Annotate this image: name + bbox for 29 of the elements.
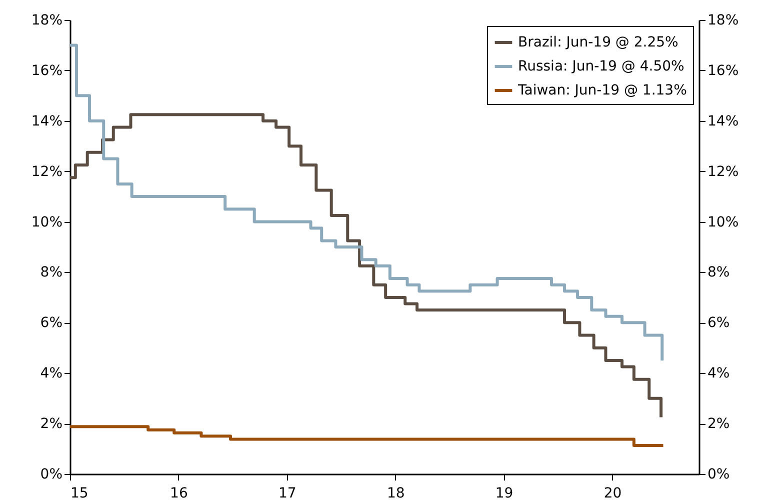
y-tick-label: 4%	[40, 366, 62, 382]
y-tick-label: 8%	[40, 264, 62, 281]
x-tick-label: 16	[170, 486, 188, 502]
legend-label: Taiwan: Jun-19 @ 1.13%	[517, 82, 687, 98]
y2-tick-label: 6%	[708, 315, 730, 332]
x-tick-label: 20	[604, 486, 622, 502]
y2-tick-label: 4%	[708, 366, 730, 382]
y-tick-label: 18%	[31, 12, 62, 28]
y-tick-label: 2%	[40, 416, 62, 432]
y-tick-label: 14%	[31, 113, 62, 130]
y2-tick-label: 2%	[708, 416, 730, 432]
y-tick-label: 10%	[31, 214, 62, 230]
y2-tick-label: 8%	[708, 264, 730, 281]
legend-label: Brazil: Jun-19 @ 2.25%	[518, 34, 678, 50]
y2-tick-label: 16%	[708, 62, 739, 79]
y-tick-label: 0%	[40, 466, 62, 482]
y-tick-label: 16%	[31, 62, 62, 79]
legend-label: Russia: Jun-19 @ 4.50%	[518, 58, 684, 74]
y2-tick-label: 10%	[708, 214, 739, 230]
x-tick-label: 19	[495, 486, 514, 502]
y-tick-label: 6%	[40, 315, 62, 332]
y-tick-label: 12%	[31, 164, 62, 180]
x-tick-label: 15	[70, 486, 88, 502]
x-tick-label: 18	[386, 486, 405, 502]
x-tick-label: 17	[278, 486, 296, 502]
y2-tick-label: 14%	[708, 113, 739, 130]
y2-tick-label: 18%	[708, 12, 739, 28]
y2-tick-label: 12%	[708, 164, 739, 180]
y2-tick-label: 0%	[708, 466, 730, 482]
